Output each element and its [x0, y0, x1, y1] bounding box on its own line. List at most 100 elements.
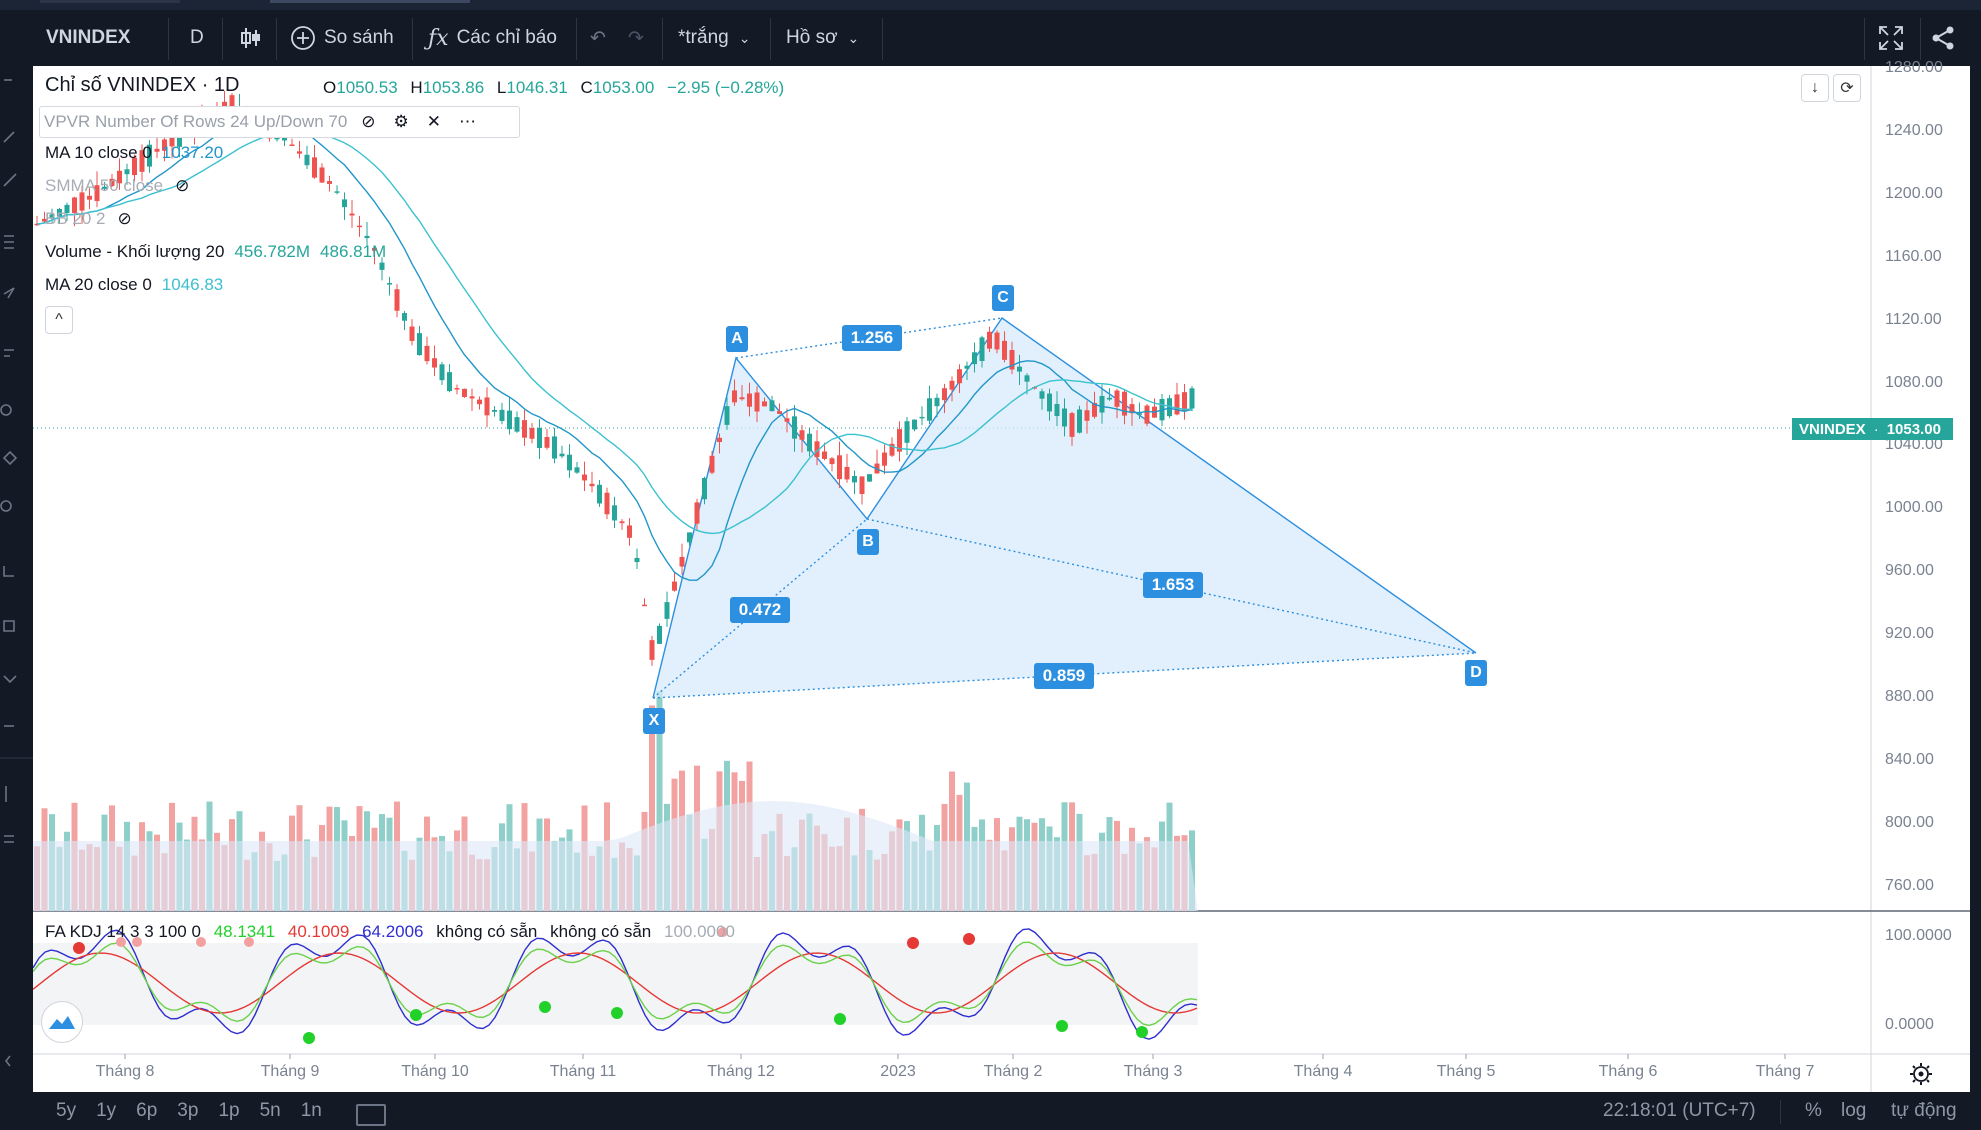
ratio-0859: 0.859	[1042, 666, 1086, 685]
legend-title-text: Chỉ số VNINDEX · 1D	[45, 74, 240, 96]
price-axis-label: 960.00	[1885, 562, 1934, 580]
trendline-icon[interactable]	[3, 131, 15, 143]
chart-area[interactable]: Chỉ số VNINDEX · 1D O1050.53 H1053.86 L1…	[33, 59, 1970, 1092]
compare-button[interactable]: So sánh	[290, 10, 394, 66]
candle-body	[364, 235, 370, 239]
ratio-bcd-label[interactable]: 1.653	[1143, 572, 1203, 598]
pattern-point-b[interactable]: B	[857, 529, 879, 555]
price-axis-label: 880.00	[1885, 688, 1934, 705]
range-button-5n[interactable]: 5n	[259, 1100, 281, 1121]
lock-icon[interactable]	[3, 620, 15, 632]
kdj-legend[interactable]: FA KDJ 14 3 3 100 0 48.1341 40.1009 64.2…	[45, 922, 735, 942]
logo-button[interactable]	[41, 1001, 83, 1043]
price-axis-label: 760.00	[1885, 876, 1934, 894]
smma-legend[interactable]: SMMA 50 close ⊘	[45, 176, 189, 196]
candle-body	[507, 410, 512, 430]
magnet-icon[interactable]	[3, 675, 17, 684]
chart-type-button[interactable]	[240, 10, 262, 66]
interval-button[interactable]: D	[190, 10, 204, 66]
candle-body	[87, 195, 92, 200]
candle-body	[1062, 408, 1067, 427]
object-tree-icon[interactable]	[4, 835, 14, 843]
time-axis-label: Tháng 9	[260, 1063, 320, 1080]
close-icon[interactable]: ✕	[426, 112, 442, 131]
eye-off-icon[interactable]: ⊘	[361, 112, 376, 131]
chart-settings-icon[interactable]	[1910, 1063, 1932, 1085]
candle-body	[814, 441, 820, 458]
redo-button[interactable]: ↷	[628, 10, 644, 66]
shapes-icon[interactable]	[0, 404, 12, 416]
smma-label: SMMA 50 close	[45, 176, 164, 195]
xabcd-pattern-area	[653, 318, 1476, 698]
candle-body	[357, 225, 362, 228]
auto-scale-toggle[interactable]: tự động	[1891, 1092, 1957, 1130]
candle-body	[927, 398, 932, 421]
volume-legend[interactable]: Volume - Khối lượng 20 456.782M 486.81M	[45, 242, 386, 262]
measure-icon[interactable]	[3, 566, 14, 577]
range-button-3p[interactable]: 3p	[177, 1100, 199, 1121]
candle-body	[94, 185, 100, 202]
eye-off-icon[interactable]: ⊘	[117, 209, 132, 228]
more-icon[interactable]: ⋯	[459, 112, 477, 131]
fib-icon[interactable]	[4, 235, 14, 249]
zoom-icon[interactable]	[0, 500, 12, 512]
bb-legend[interactable]: BB 20 2 ⊘	[45, 209, 132, 229]
ma20-legend[interactable]: MA 20 close 0 1046.83	[45, 275, 223, 295]
candle-body	[597, 484, 602, 504]
range-button-6p[interactable]: 6p	[136, 1100, 158, 1121]
fullscreen-button[interactable]	[1878, 10, 1904, 66]
prediction-icon[interactable]	[4, 349, 14, 357]
calendar-icon[interactable]	[356, 1104, 386, 1126]
candle-body	[1174, 394, 1180, 415]
collapse-toolbar-icon[interactable]	[4, 1055, 11, 1067]
ratio-abc-label[interactable]: 0.472	[730, 597, 790, 623]
range-button-5y[interactable]: 5y	[56, 1100, 77, 1121]
range-button-1y[interactable]: 1y	[96, 1100, 117, 1121]
chart-canvas[interactable]	[33, 66, 1970, 1092]
undo-button[interactable]: ↶	[590, 10, 606, 66]
range-button-1p[interactable]: 1p	[218, 1100, 240, 1121]
pattern-point-c[interactable]: C	[992, 285, 1014, 311]
pattern-point-x[interactable]: X	[643, 708, 665, 734]
gear-icon[interactable]: ⚙	[393, 112, 409, 131]
range-button-1n[interactable]: 1n	[300, 1100, 322, 1121]
bottom-toolbar: 5y 1y 6p 3p 1p 5n 1n 22:18:01 (UTC+7) % log tự…	[0, 1092, 1981, 1130]
candle-body	[499, 409, 505, 421]
indicators-label: Các chỉ báo	[456, 27, 557, 48]
candle-body	[1077, 409, 1082, 433]
log-toggle[interactable]: log	[1841, 1092, 1866, 1130]
candle-body	[672, 581, 677, 591]
time-axis-label: Tháng 10	[401, 1063, 469, 1080]
pattern-icon[interactable]	[3, 287, 15, 299]
pattern-point-d[interactable]: D	[1465, 660, 1487, 686]
ratio-xad-label[interactable]: 0.859	[1034, 663, 1094, 689]
ma10-legend[interactable]: MA 10 close 0 1037.20	[45, 143, 223, 163]
candle-body	[649, 640, 655, 660]
vpvr-legend-row[interactable]: VPVR Number Of Rows 24 Up/Down 70 ⊘ ⚙ ✕ …	[39, 106, 520, 138]
template-dropdown[interactable]: *trắng ⌄	[678, 10, 750, 66]
candle-body	[634, 557, 640, 563]
kdj-title: FA KDJ 14 3 3 100 0	[45, 922, 201, 941]
reset-view-button[interactable]: ⟳	[1833, 74, 1861, 102]
pencil-icon[interactable]	[3, 173, 17, 187]
symbol-search-button[interactable]: VNINDEX	[46, 10, 130, 66]
scroll-down-button[interactable]: ↓	[1801, 74, 1829, 102]
eye-off-icon[interactable]: ⊘	[175, 176, 190, 195]
share-button[interactable]	[1930, 10, 1956, 66]
undo-icon: ↶	[590, 27, 606, 49]
eraser-icon[interactable]	[2, 450, 18, 466]
candle-body	[747, 393, 752, 407]
ratio-xab-label[interactable]: 1.256	[842, 325, 902, 351]
percent-toggle[interactable]: %	[1805, 1092, 1822, 1130]
price-axis-label: 800.00	[1885, 813, 1934, 831]
collapse-legend-button[interactable]: ^	[45, 306, 73, 334]
candle-body	[1039, 391, 1045, 399]
l-value: 1046.31	[506, 78, 568, 97]
fx-icon: ƒx	[428, 25, 449, 51]
timezone-clock[interactable]: 22:18:01 (UTC+7)	[1603, 1092, 1756, 1130]
profile-dropdown[interactable]: Hồ sơ ⌄	[786, 10, 859, 66]
indicators-button[interactable]: ƒx Các chỉ báo	[428, 10, 557, 66]
kdj-signal-dots	[73, 927, 1148, 1044]
pattern-point-a[interactable]: A	[726, 326, 748, 352]
